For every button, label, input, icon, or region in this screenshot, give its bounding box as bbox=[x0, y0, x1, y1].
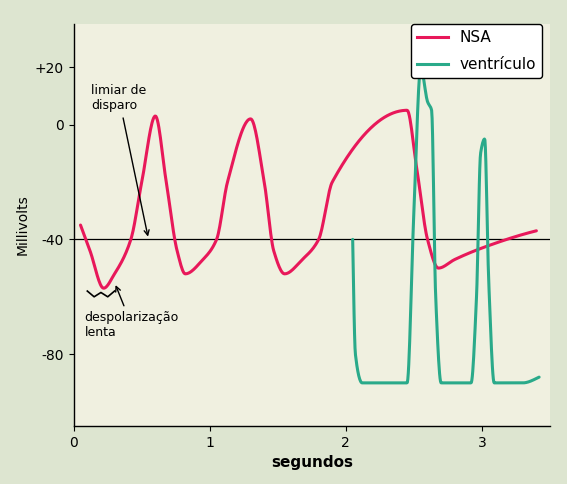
Y-axis label: Millivolts: Millivolts bbox=[15, 195, 29, 256]
Legend: NSA, ventrículo: NSA, ventrículo bbox=[411, 24, 543, 78]
Text: despolarização
lenta: despolarização lenta bbox=[84, 287, 179, 339]
Text: limiar de
disparo: limiar de disparo bbox=[91, 85, 149, 235]
X-axis label: segundos: segundos bbox=[271, 455, 353, 470]
